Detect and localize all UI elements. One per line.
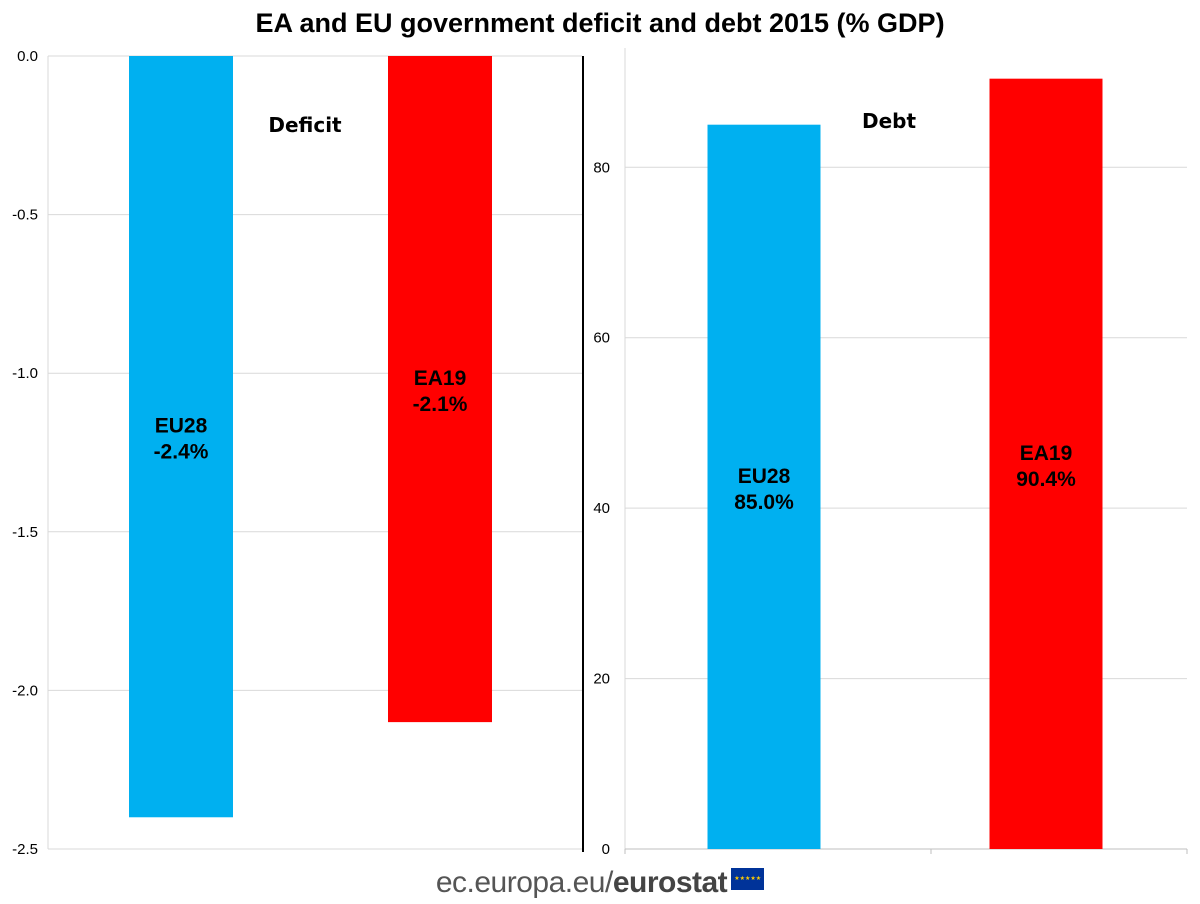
deficit-panel-title: Deficit — [268, 113, 342, 137]
deficit-y-tick-label: -2.0 — [12, 682, 38, 699]
deficit-y-tick-label: 0.0 — [17, 48, 38, 65]
debt-y-tick-label: 60 — [593, 330, 610, 347]
deficit-bar-label-name: EA19 — [414, 367, 467, 390]
deficit-y-tick-label: -1.0 — [12, 365, 38, 382]
deficit-bar-label-value: -2.4% — [154, 441, 209, 464]
chart-title: EA and EU government deficit and debt 20… — [255, 8, 945, 38]
debt-y-tick-label: 20 — [593, 671, 610, 688]
deficit-bar-eu28 — [129, 56, 233, 818]
debt-bar-label-name: EU28 — [738, 465, 791, 488]
footer: ec.europa.eu/eurostat ★★★★★ — [0, 866, 1200, 900]
deficit-y-tick-label: -2.5 — [12, 841, 38, 858]
debt-panel-title: Debt — [862, 109, 916, 133]
footer-brand: eurostat — [612, 866, 728, 899]
debt-y-tick-label: 40 — [593, 500, 610, 517]
deficit-bar-ea19 — [388, 56, 492, 723]
deficit-y-tick-label: -1.5 — [12, 524, 38, 541]
debt-bar-label-value: 90.4% — [1016, 468, 1076, 491]
debt-bar-label-value: 85.0% — [734, 491, 794, 514]
debt-y-tick-label: 0 — [602, 841, 610, 858]
eu-flag-icon: ★★★★★ — [731, 868, 765, 890]
deficit-bar-label-value: -2.1% — [413, 393, 468, 416]
footer-site: ec.europa.eu/ — [435, 866, 613, 899]
deficit-y-tick-label: -0.5 — [12, 207, 38, 224]
debt-y-tick-label: 80 — [593, 159, 610, 176]
debt-bar-label-name: EA19 — [1020, 442, 1073, 465]
deficit-bar-label-name: EU28 — [155, 415, 208, 438]
debt-bar-ea19 — [989, 78, 1103, 850]
debt-bar-eu28 — [707, 124, 821, 850]
